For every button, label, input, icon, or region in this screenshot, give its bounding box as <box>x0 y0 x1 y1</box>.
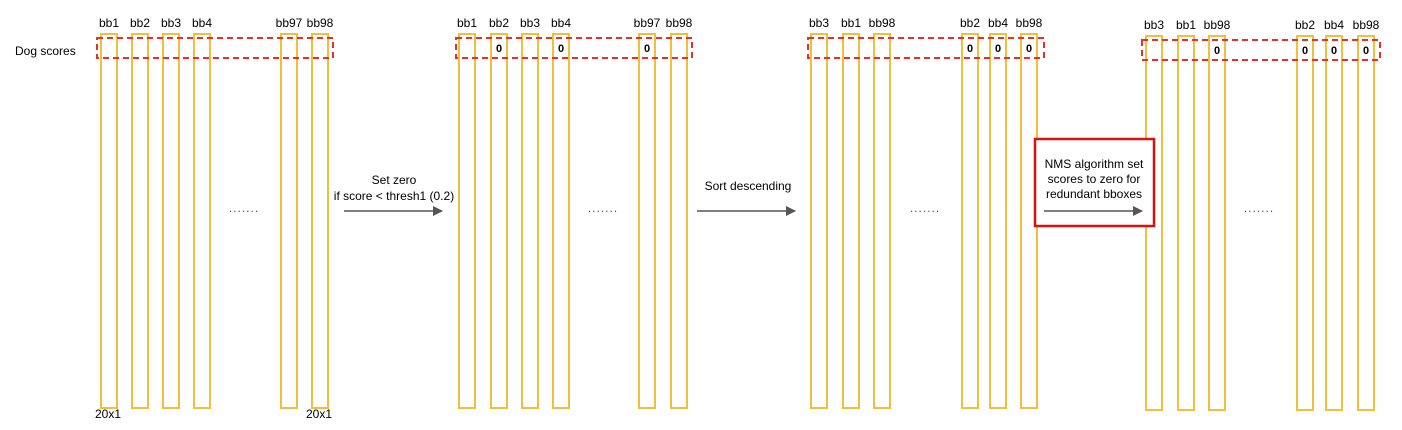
bbox-column <box>1296 35 1314 411</box>
bbox-column <box>458 33 476 409</box>
step-caption-line: NMS algorithm set <box>1045 157 1144 171</box>
zero-score-marker: 0 <box>1214 45 1220 57</box>
bbox-column <box>873 33 891 409</box>
bbox-label: bb98 <box>869 16 896 30</box>
step-2: Sort descending <box>697 179 796 216</box>
bbox-label: bb1 <box>99 16 119 30</box>
stage-1: bb1 bb2 bb3 bb4 bb97 bb98....... <box>96 16 334 409</box>
dimension-label-first: 20x1 <box>95 407 121 421</box>
bbox-label: bb1 <box>1176 18 1196 32</box>
bbox-label: bb98 <box>1016 16 1043 30</box>
bbox-label: bb97 <box>276 16 303 30</box>
bbox-label: bb98 <box>1204 18 1231 32</box>
bbox-label: bb3 <box>1144 18 1164 32</box>
stage-4: bb3 bb1 bb98 0 bb2 0 bb4 0 bb98 0....... <box>1141 18 1381 411</box>
step-1: Set zero if score < thresh1 (0.2) <box>334 173 454 216</box>
bbox-label: bb3 <box>520 16 540 30</box>
zero-score-marker: 0 <box>644 43 650 55</box>
row-label-dog-scores: Dog scores <box>15 44 76 58</box>
bbox-label: bb4 <box>192 16 212 30</box>
step-caption-line: Set zero <box>372 173 417 187</box>
bbox-label: bb4 <box>551 16 571 30</box>
bbox-column <box>638 33 656 409</box>
zero-score-marker: 0 <box>967 43 973 55</box>
bbox-column <box>100 33 118 409</box>
zero-score-marker: 0 <box>1363 45 1369 57</box>
bbox-label: bb2 <box>130 16 150 30</box>
bbox-column <box>521 33 539 409</box>
zero-score-marker: 0 <box>995 43 1001 55</box>
ellipsis: ....... <box>588 201 618 215</box>
ellipsis: ....... <box>910 201 940 215</box>
bbox-column <box>670 33 688 409</box>
bbox-column <box>1208 35 1226 411</box>
zero-score-marker: 0 <box>496 43 502 55</box>
dog-scores-row-highlight <box>807 37 1045 59</box>
step-caption-line: if score < thresh1 (0.2) <box>334 189 454 203</box>
zero-score-marker: 0 <box>558 43 564 55</box>
bbox-label: bb2 <box>489 16 509 30</box>
bbox-label: bb3 <box>809 16 829 30</box>
dog-scores-row-highlight <box>96 37 334 59</box>
bbox-column <box>989 33 1007 409</box>
stage-2: bb1 bb2 0 bb3 bb4 0 bb97 0 bb98....... <box>455 16 693 409</box>
bbox-column <box>280 33 298 409</box>
step-caption-line: redundant bboxes <box>1046 187 1142 201</box>
bbox-column <box>162 33 180 409</box>
bbox-label: bb98 <box>666 16 693 30</box>
zero-score-marker: 0 <box>1302 45 1308 57</box>
bbox-label: bb3 <box>161 16 181 30</box>
bbox-column <box>193 33 211 409</box>
dog-scores-row-highlight <box>455 37 693 59</box>
stage-3: bb3 bb1 bb98 bb2 0 bb4 0 bb98 0....... <box>807 16 1045 409</box>
bbox-column <box>490 33 508 409</box>
dimension-label-last: 20x1 <box>306 407 332 421</box>
bbox-label: bb2 <box>960 16 980 30</box>
bbox-column <box>311 33 329 409</box>
bbox-column <box>1357 35 1375 411</box>
bbox-column <box>552 33 570 409</box>
bbox-label: bb98 <box>307 16 334 30</box>
step-caption-line: Sort descending <box>705 179 792 193</box>
zero-score-marker: 0 <box>1331 45 1337 57</box>
bbox-label: bb97 <box>634 16 661 30</box>
bbox-label: bb98 <box>1353 18 1380 32</box>
bbox-column <box>1325 35 1343 411</box>
bbox-column <box>961 33 979 409</box>
bbox-label: bb4 <box>1324 18 1344 32</box>
bbox-label: bb2 <box>1295 18 1315 32</box>
steps-layer: Set zero if score < thresh1 (0.2) Sort des… <box>334 137 1156 228</box>
step-caption-line: scores to zero for <box>1048 172 1141 186</box>
zero-score-marker: 0 <box>1026 43 1032 55</box>
bbox-label: bb1 <box>457 16 477 30</box>
bbox-label: bb1 <box>841 16 861 30</box>
bbox-column <box>842 33 860 409</box>
stages-layer: bb1 bb2 bb3 bb4 bb97 bb98....... bb1 bb2 0 bb3 bb4… <box>96 16 1381 411</box>
ellipsis: ....... <box>229 201 259 215</box>
ellipsis: ....... <box>1244 201 1274 215</box>
dog-scores-row-highlight <box>1141 39 1381 61</box>
bbox-column <box>810 33 828 409</box>
bbox-label: bb4 <box>988 16 1008 30</box>
bbox-column <box>1177 35 1195 411</box>
bbox-column <box>131 33 149 409</box>
